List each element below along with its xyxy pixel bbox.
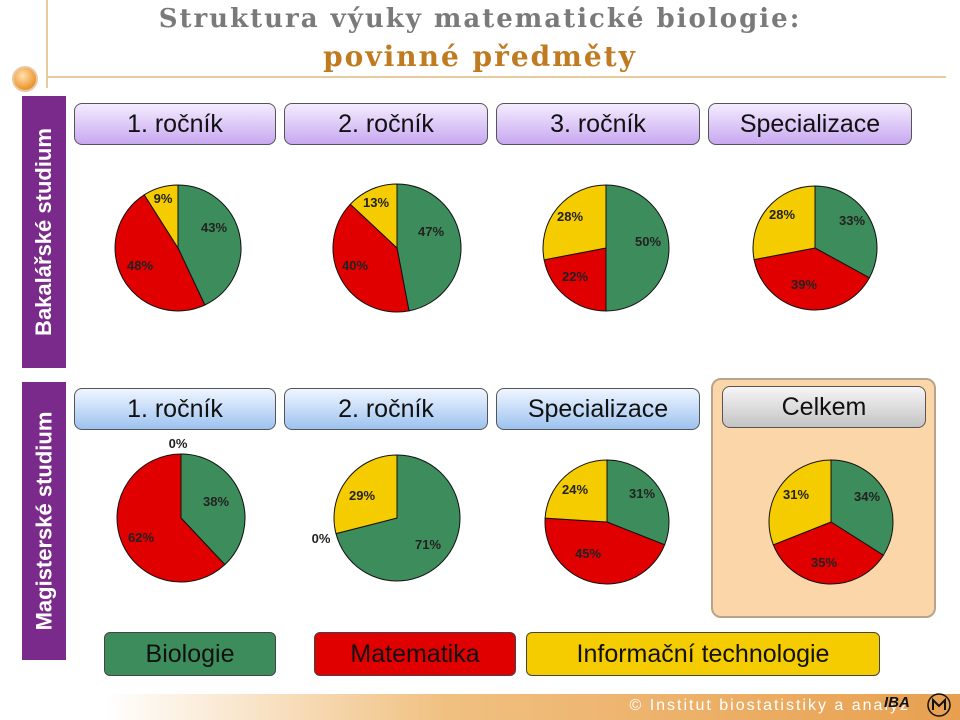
footer-bar: © Institut biostatistiky a analýz	[105, 694, 960, 720]
pie-label-mathematics: 40%	[342, 258, 368, 273]
pie-slice-biology	[814, 185, 878, 279]
pie-chart-5: 38% 62% 0%	[116, 436, 246, 583]
pie-chart-1: 43% 48% 9%	[114, 184, 242, 312]
pie-slice-biology	[605, 184, 670, 312]
pie-label-it: 24%	[562, 482, 588, 497]
pie-chart-2: 47% 40% 13%	[332, 183, 462, 313]
pie-label-biology: 33%	[839, 213, 865, 228]
pie-label-biology: 38%	[203, 494, 229, 509]
pie-chart-3: 50% 22% 28%	[542, 184, 670, 312]
pie-slice-mathematics	[116, 453, 226, 583]
tab-bachelor-year1: 1. ročník	[74, 103, 276, 145]
pie-label-it: 13%	[363, 195, 389, 210]
pie-label-it: 28%	[557, 209, 583, 224]
iba-logo: IBA	[884, 694, 910, 711]
tab-master-year2: 2. ročník	[284, 388, 488, 430]
pie-label-it: 0%	[169, 436, 188, 451]
pie-slice-it	[542, 184, 607, 261]
tab-bachelor-year2: 2. ročník	[284, 103, 488, 145]
sidebar-master: Magisterské studium	[22, 382, 66, 660]
pie-chart-4: 33% 39% 28%	[752, 185, 878, 311]
bullet-icon	[12, 66, 38, 92]
pie-slice-mathematics	[114, 194, 206, 312]
pie-label-biology: 47%	[418, 224, 444, 239]
pie-chart-8: 34% 35% 31%	[768, 459, 894, 585]
pie-slice-biology	[396, 183, 462, 312]
pie-label-mathematics: 45%	[575, 546, 601, 561]
footer-text: © Institut biostatistiky a analýz	[629, 697, 910, 714]
pie-label-biology: 50%	[635, 234, 661, 249]
legend-mathematics: Matematika	[314, 632, 516, 676]
pie-slice-biology	[606, 459, 670, 546]
pie-slice-it	[768, 459, 832, 546]
pie-label-it: 9%	[154, 191, 173, 206]
pie-slice-mathematics	[543, 247, 607, 312]
pie-label-biology: 31%	[629, 486, 655, 501]
pie-label-mathematics: 39%	[791, 277, 817, 292]
tab-total: Celkem	[722, 386, 926, 428]
pie-label-it: 31%	[783, 487, 809, 502]
pie-chart-7: 31% 45% 24%	[544, 459, 670, 585]
page-title-line2: povinné předměty	[323, 40, 637, 73]
pie-slice-mathematics	[772, 521, 885, 585]
pie-slice-it	[333, 454, 398, 535]
pie-label-mathematics: 35%	[811, 555, 837, 570]
pie-label-biology: 34%	[854, 489, 880, 504]
pie-slice-it	[349, 183, 398, 250]
header-divider	[46, 76, 946, 78]
legend-biology: Biologie	[104, 632, 276, 676]
pie-chart-6: 71% 0% 29%	[312, 454, 461, 582]
pie-label-it: 29%	[349, 488, 375, 503]
pie-slice-biology	[180, 453, 246, 566]
header: Struktura výuky matematické biologie: po…	[0, 0, 960, 92]
pie-slice-it	[143, 184, 179, 250]
page-title-line1: Struktura výuky matematické biologie:	[158, 4, 802, 34]
legend-it: Informační technologie	[526, 632, 880, 676]
pie-slice-mathematics	[544, 517, 666, 585]
pie-label-mathematics: 0%	[312, 531, 331, 546]
pie-slice-mathematics	[332, 203, 410, 313]
pie-slice-biology	[335, 454, 461, 582]
tab-bachelor-year3: 3. ročník	[496, 103, 700, 145]
pie-label-mathematics: 22%	[562, 269, 588, 284]
sidebar-bachelor: Bakalářské studium	[22, 96, 66, 368]
pie-label-it: 28%	[769, 207, 795, 222]
tab-master-specialization: Specializace	[496, 388, 700, 430]
pie-label-biology: 43%	[201, 220, 227, 235]
pie-label-mathematics: 48%	[127, 258, 153, 273]
pie-slice-it	[752, 185, 816, 261]
pie-slice-biology	[177, 184, 242, 306]
header-vertical-line	[46, 0, 48, 88]
tab-master-year1: 1. ročník	[74, 388, 276, 430]
pie-slice-it	[544, 459, 608, 523]
pie-label-biology: 71%	[415, 537, 441, 552]
pie-slice-mathematics	[753, 247, 871, 311]
pie-label-mathematics: 62%	[128, 530, 154, 545]
tab-bachelor-specialization: Specializace	[708, 103, 912, 145]
university-logo	[927, 693, 951, 717]
